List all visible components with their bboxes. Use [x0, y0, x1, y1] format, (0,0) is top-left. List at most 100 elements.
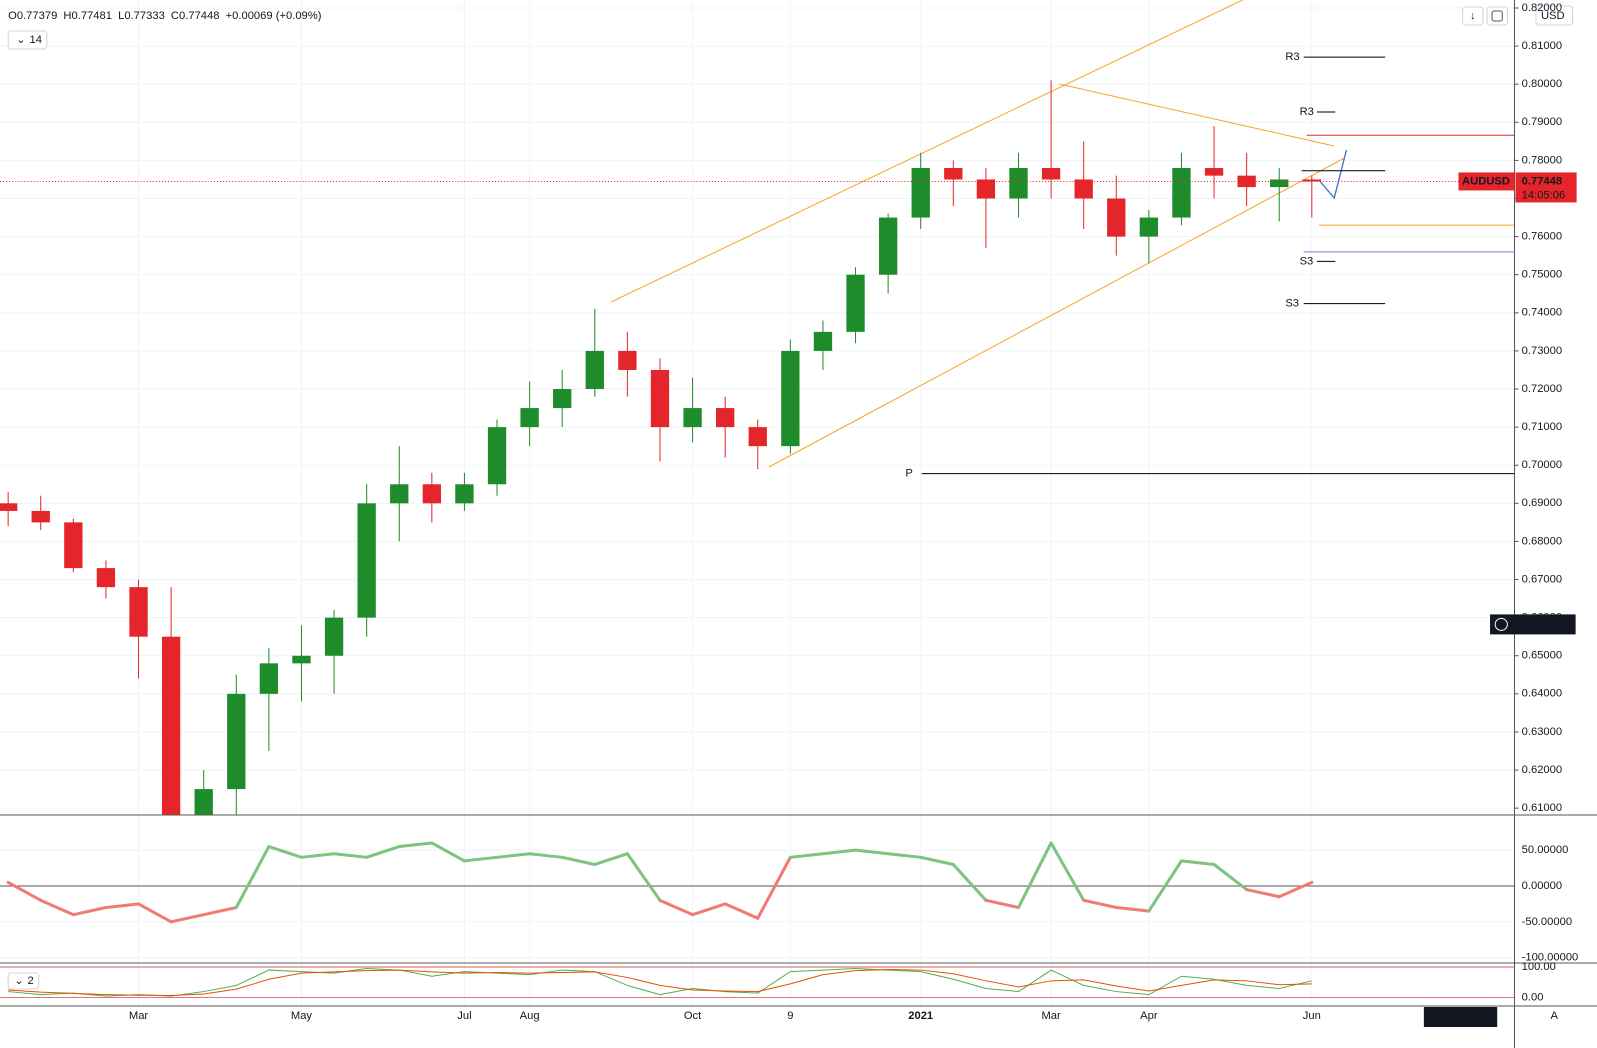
- oscillator-segment: [1082, 898, 1118, 910]
- pivot-label: S3: [1285, 298, 1299, 310]
- y-tick-label: 0.70000: [1522, 459, 1562, 471]
- oscillator-segment: [1147, 859, 1183, 913]
- pivot-label: R3: [1300, 106, 1314, 118]
- oscillator-segment: [71, 906, 108, 917]
- candle-body: [1009, 168, 1028, 199]
- candle-body: [878, 217, 898, 275]
- crosshair-label: 0.65822: [1522, 618, 1562, 630]
- y-tick-label: 0.74000: [1522, 307, 1562, 319]
- pivot-label: R3: [1285, 51, 1299, 63]
- y-tick-label: 0.65000: [1522, 650, 1562, 662]
- oscillator-segment: [104, 902, 141, 910]
- y-tick-label: 0.67000: [1522, 574, 1562, 586]
- ohlc-value: O0.77379: [8, 10, 57, 22]
- channel-bottom: [768, 157, 1345, 468]
- y-tick-label: 0.68000: [1522, 535, 1562, 547]
- x-tick-label: 9: [787, 1010, 793, 1022]
- candle-body: [813, 331, 833, 351]
- oscillator-segment: [202, 906, 238, 917]
- oscillator-segment: [658, 898, 695, 917]
- candle-body: [129, 587, 148, 637]
- settings-button[interactable]: [1486, 6, 1508, 26]
- stochastic-line: [8, 968, 1312, 997]
- oscillator-segment: [951, 862, 988, 902]
- wedge-line: [1059, 83, 1335, 147]
- y-tick-label: 0.61000: [1522, 802, 1562, 814]
- x-tick-label: Aug: [520, 1010, 540, 1022]
- candle-body: [194, 789, 213, 815]
- candle-body: [357, 503, 376, 618]
- ohlc-value: L0.77333: [118, 10, 165, 22]
- countdown: 14:05:06: [1522, 189, 1566, 201]
- ohlc-value: H0.77481: [63, 10, 112, 22]
- y-tick-label: 0.79000: [1522, 116, 1562, 128]
- oscillator-segment: [984, 898, 1021, 910]
- y-tick-label: 0.82000: [1522, 2, 1562, 14]
- price-badge: [1515, 172, 1577, 203]
- oscillator-segment: [332, 852, 369, 859]
- indicator-value: 2: [27, 975, 33, 987]
- indicator-input[interactable]: [7, 30, 48, 50]
- y-tick-label: 50.00000: [1522, 844, 1569, 856]
- candle-body: [650, 369, 670, 428]
- indicator-input[interactable]: [7, 972, 40, 990]
- oscillator-segment: [430, 841, 466, 863]
- projection-arrow: [1318, 149, 1348, 200]
- candle-body: [96, 568, 116, 588]
- channel-top: [610, 0, 1243, 303]
- currency-button[interactable]: [1535, 5, 1574, 26]
- y-tick-label: -50.00000: [1522, 916, 1572, 928]
- oscillator-segment: [625, 852, 662, 902]
- candle-body: [781, 350, 800, 447]
- candle-body: [1204, 168, 1224, 176]
- y-tick-label: 0.73000: [1522, 345, 1562, 357]
- candle-body: [1107, 198, 1126, 237]
- candle-body: [324, 617, 344, 656]
- oscillator-segment: [1049, 841, 1086, 902]
- candle-body: [227, 693, 246, 790]
- candle-body: [748, 427, 767, 447]
- y-tick-label: 0.62000: [1522, 764, 1562, 776]
- candle-body: [487, 427, 507, 485]
- candle-body: [911, 168, 930, 218]
- oscillator-segment: [1277, 880, 1314, 899]
- candle-body: [1270, 179, 1289, 188]
- chevron: ⌄: [14, 975, 23, 987]
- icon: ↓: [1470, 10, 1476, 22]
- y-tick-label: 0.69000: [1522, 497, 1562, 509]
- candle-body: [846, 274, 865, 332]
- candle-body: [1041, 168, 1061, 180]
- candle-body: [31, 510, 50, 523]
- scale-mode[interactable]: A: [1550, 1010, 1558, 1022]
- oscillator-segment: [593, 852, 629, 866]
- oscillator-segment: [691, 902, 727, 917]
- candle-body: [553, 389, 572, 409]
- x-tick-label: Mar: [1041, 1010, 1061, 1022]
- candle-body: [683, 408, 702, 428]
- oscillator-segment: [462, 855, 499, 863]
- crosshair-plus: [1494, 617, 1508, 631]
- x-tick-label: Oct: [684, 1010, 701, 1022]
- candle-body: [944, 168, 963, 180]
- x-tick-label: Mar: [129, 1010, 149, 1022]
- y-tick-label: 0.64000: [1522, 688, 1562, 700]
- candle-body: [259, 663, 279, 694]
- y-tick-label: 100.00: [1522, 961, 1556, 973]
- candle-body: [976, 179, 996, 199]
- y-tick-label: 0.76000: [1522, 231, 1562, 243]
- candle-body: [422, 484, 442, 504]
- x-tick-label: Jun: [1303, 1010, 1321, 1022]
- date-label: 02 Aug '21: [1433, 1011, 1488, 1023]
- oscillator-segment: [267, 845, 304, 859]
- download-button[interactable]: [1462, 6, 1484, 26]
- oscillator-segment: [919, 855, 955, 866]
- candle-body: [585, 350, 604, 390]
- date-badge: [1423, 1007, 1498, 1027]
- y-tick-label: 0.78000: [1522, 154, 1562, 166]
- symbol-badge: [1458, 172, 1515, 191]
- y-tick-label: -100.00000: [1522, 952, 1579, 964]
- icon: [1491, 10, 1503, 22]
- candle-body: [455, 484, 474, 504]
